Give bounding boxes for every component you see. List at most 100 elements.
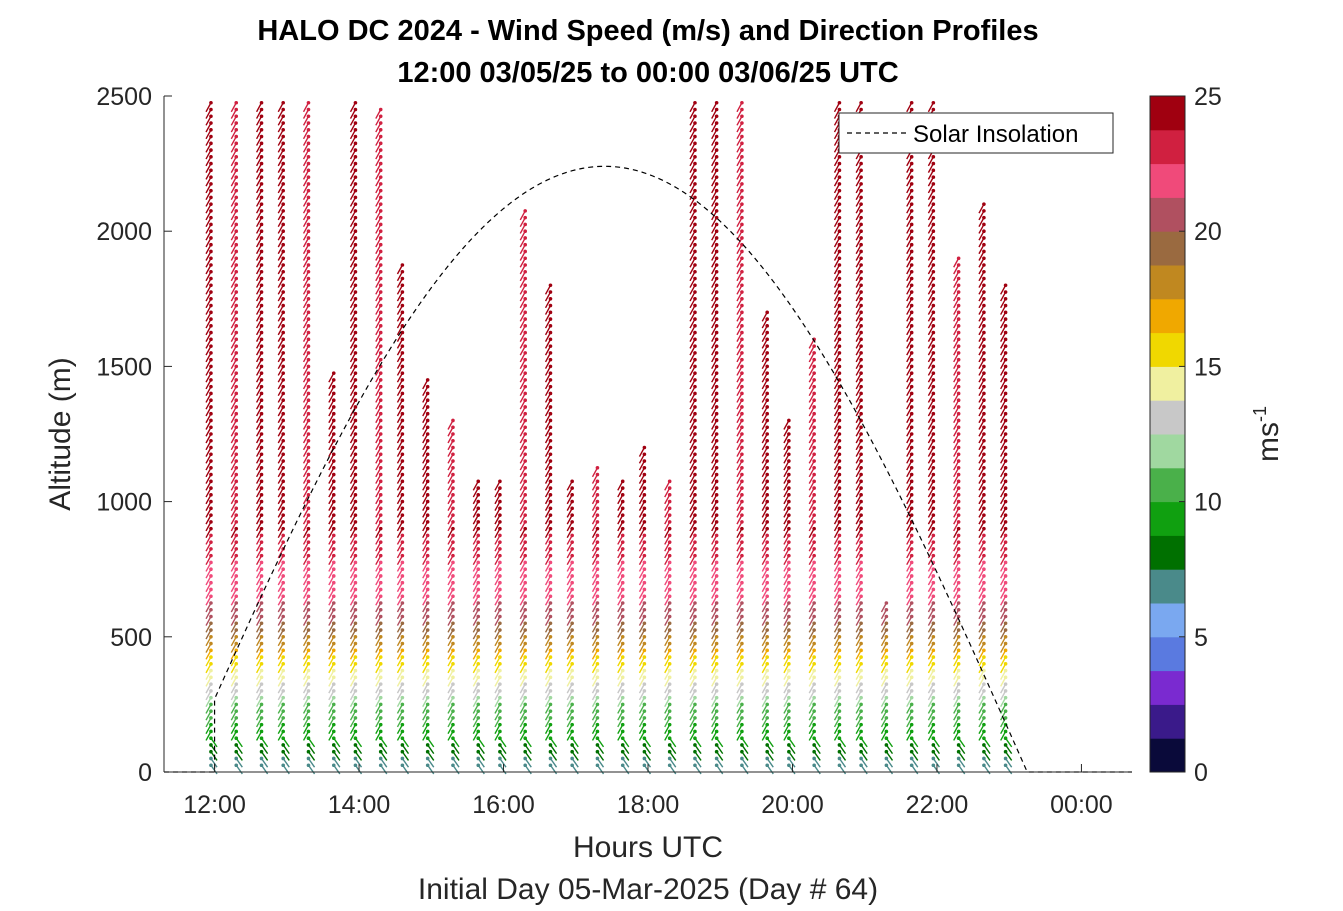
wind-barb-head bbox=[259, 242, 264, 247]
wind-barb-head bbox=[859, 175, 863, 179]
wind-barb-head bbox=[570, 662, 574, 666]
wind-barb-head bbox=[306, 303, 311, 308]
wind-barb-head bbox=[787, 635, 791, 639]
wind-barb-head bbox=[281, 493, 285, 497]
wind-barb-head bbox=[714, 121, 719, 125]
wind-barb-head bbox=[476, 662, 481, 666]
wind-barb-head bbox=[331, 499, 336, 504]
wind-barb-head bbox=[620, 756, 625, 761]
wind-barb-head bbox=[859, 297, 863, 301]
wind-barb-head bbox=[1003, 641, 1008, 646]
wind-barb-head bbox=[548, 709, 553, 713]
wind-barb-head bbox=[498, 574, 502, 578]
wind-barb-head bbox=[548, 756, 553, 761]
wind-barb-head bbox=[209, 466, 213, 470]
wind-barb-head bbox=[570, 560, 574, 565]
wind-barb-head bbox=[982, 236, 986, 240]
wind-barb-head bbox=[259, 547, 264, 551]
wind-barb-head bbox=[451, 736, 455, 740]
wind-barb-head bbox=[548, 364, 553, 369]
wind-barb-head bbox=[837, 756, 842, 761]
wind-barb-head bbox=[476, 607, 481, 612]
wind-barb-head bbox=[259, 506, 264, 511]
wind-barb-head bbox=[642, 635, 647, 639]
wind-barb-head bbox=[884, 621, 889, 626]
wind-barb-head bbox=[281, 682, 285, 686]
wind-barb-head bbox=[476, 682, 481, 686]
wind-barb-head bbox=[956, 749, 961, 754]
wind-barb-head bbox=[281, 702, 285, 707]
wind-barb-head bbox=[451, 763, 455, 768]
wind-barb-head bbox=[837, 702, 842, 707]
wind-barb-head bbox=[740, 614, 744, 619]
wind-barb-head bbox=[425, 506, 430, 511]
wind-barb-head bbox=[859, 668, 863, 673]
wind-barb-head bbox=[859, 756, 863, 761]
wind-barb-head bbox=[837, 689, 842, 693]
wind-barb-head bbox=[667, 668, 672, 673]
wind-barb-head bbox=[740, 229, 744, 233]
wind-barb-head bbox=[740, 215, 744, 220]
wind-barb-head bbox=[209, 344, 213, 348]
wind-barb-head bbox=[667, 635, 672, 639]
wind-barb-head bbox=[714, 466, 719, 470]
wind-barb-head bbox=[234, 526, 239, 531]
wind-barb-head bbox=[859, 594, 863, 599]
wind-barb-head bbox=[837, 486, 842, 490]
wind-barb-head bbox=[714, 587, 719, 592]
wind-barb-head bbox=[548, 587, 553, 592]
wind-barb-head bbox=[378, 438, 383, 443]
wind-barb-head bbox=[209, 256, 213, 261]
wind-barb-head bbox=[859, 256, 863, 261]
wind-barb-head bbox=[982, 493, 986, 497]
wind-barb-head bbox=[812, 689, 816, 693]
wind-barb-head bbox=[306, 134, 311, 139]
wind-barb-head bbox=[353, 337, 358, 342]
wind-barb-head bbox=[837, 722, 842, 727]
wind-barb-head bbox=[740, 297, 744, 301]
wind-barb-head bbox=[909, 175, 914, 179]
wind-barb-head bbox=[209, 540, 213, 544]
wind-barb-head bbox=[259, 378, 264, 382]
wind-barb-head bbox=[620, 547, 625, 551]
wind-barb-head bbox=[259, 567, 264, 571]
wind-barb-head bbox=[740, 236, 744, 240]
wind-barb-head bbox=[548, 607, 553, 612]
wind-barb-head bbox=[982, 337, 986, 342]
wind-barb-head bbox=[306, 553, 311, 558]
wind-barb-head bbox=[425, 682, 430, 686]
wind-barb-head bbox=[909, 269, 914, 274]
wind-barb-head bbox=[259, 459, 264, 463]
wind-barb-head bbox=[859, 317, 863, 321]
wind-barb-head bbox=[425, 621, 430, 626]
wind-barb-head bbox=[956, 567, 961, 571]
wind-barb-head bbox=[837, 161, 842, 166]
wind-barb-head bbox=[209, 547, 213, 551]
wind-barb-head bbox=[259, 269, 264, 274]
wind-barb-head bbox=[956, 682, 961, 686]
wind-barb-head bbox=[620, 648, 625, 653]
wind-barb-head bbox=[378, 655, 383, 659]
wind-barb-head bbox=[693, 391, 697, 396]
wind-barb-head bbox=[234, 405, 239, 409]
wind-barb-head bbox=[331, 743, 336, 747]
wind-barb-head bbox=[378, 344, 383, 348]
wind-barb-head bbox=[306, 398, 311, 403]
wind-barb-head bbox=[234, 520, 239, 524]
wind-barb-head bbox=[259, 452, 264, 457]
wind-barb-head bbox=[909, 763, 914, 768]
wind-barb-head bbox=[378, 560, 383, 565]
wind-barb-head bbox=[714, 263, 719, 267]
wind-barb-head bbox=[425, 743, 430, 747]
wind-barb-head bbox=[306, 364, 311, 369]
wind-barb-head bbox=[353, 269, 358, 274]
wind-barb-head bbox=[595, 749, 600, 754]
wind-barb-head bbox=[209, 324, 213, 328]
wind-barb-head bbox=[787, 675, 791, 680]
wind-barb-head bbox=[787, 547, 791, 551]
wind-barb-head bbox=[548, 513, 553, 517]
wind-barb-head bbox=[548, 371, 553, 375]
wind-barb-head bbox=[476, 601, 481, 605]
wind-barb-head bbox=[693, 614, 697, 619]
wind-barb-head bbox=[234, 344, 239, 348]
